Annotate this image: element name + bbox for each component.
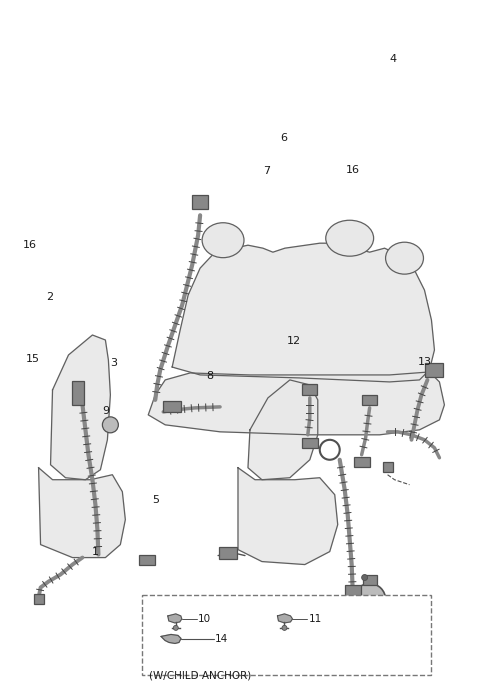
- Ellipse shape: [326, 220, 373, 256]
- Polygon shape: [172, 244, 434, 382]
- Bar: [72, 381, 84, 405]
- Bar: [425, 363, 444, 377]
- Text: 13: 13: [418, 357, 432, 367]
- Bar: [302, 384, 317, 395]
- Circle shape: [173, 626, 178, 630]
- Polygon shape: [238, 468, 338, 565]
- Text: 3: 3: [110, 358, 118, 368]
- Bar: [34, 595, 44, 604]
- Polygon shape: [248, 380, 318, 480]
- Text: 8: 8: [206, 371, 213, 381]
- Circle shape: [361, 575, 368, 580]
- Text: 9: 9: [102, 406, 109, 416]
- Text: 11: 11: [309, 614, 322, 624]
- Text: 16: 16: [346, 165, 360, 176]
- Text: 10: 10: [198, 614, 211, 624]
- Text: 4: 4: [390, 54, 396, 64]
- Bar: [345, 584, 360, 604]
- Ellipse shape: [385, 242, 423, 274]
- Text: 16: 16: [23, 240, 36, 250]
- Text: 1: 1: [91, 547, 98, 556]
- Bar: [362, 395, 377, 405]
- Bar: [354, 457, 370, 466]
- Bar: [139, 554, 155, 565]
- Bar: [219, 547, 237, 558]
- Ellipse shape: [202, 223, 244, 258]
- Text: 14: 14: [215, 635, 228, 644]
- Text: (W/CHILD ANCHOR): (W/CHILD ANCHOR): [149, 670, 252, 681]
- Circle shape: [102, 417, 119, 433]
- Bar: [163, 401, 181, 412]
- Text: 6: 6: [280, 133, 287, 143]
- Text: 15: 15: [25, 354, 40, 364]
- Text: 5: 5: [152, 495, 159, 505]
- Circle shape: [354, 584, 385, 615]
- Bar: [363, 575, 377, 584]
- FancyBboxPatch shape: [142, 595, 432, 675]
- Circle shape: [282, 626, 287, 630]
- Text: 7: 7: [263, 166, 270, 176]
- Bar: [192, 196, 208, 209]
- Polygon shape: [148, 372, 444, 435]
- Polygon shape: [50, 335, 110, 480]
- Polygon shape: [168, 614, 182, 623]
- Polygon shape: [277, 614, 292, 623]
- Bar: [383, 462, 393, 472]
- Polygon shape: [38, 468, 125, 558]
- Text: 2: 2: [47, 292, 54, 302]
- Polygon shape: [161, 635, 181, 643]
- Text: 12: 12: [287, 336, 301, 346]
- Bar: [302, 438, 318, 448]
